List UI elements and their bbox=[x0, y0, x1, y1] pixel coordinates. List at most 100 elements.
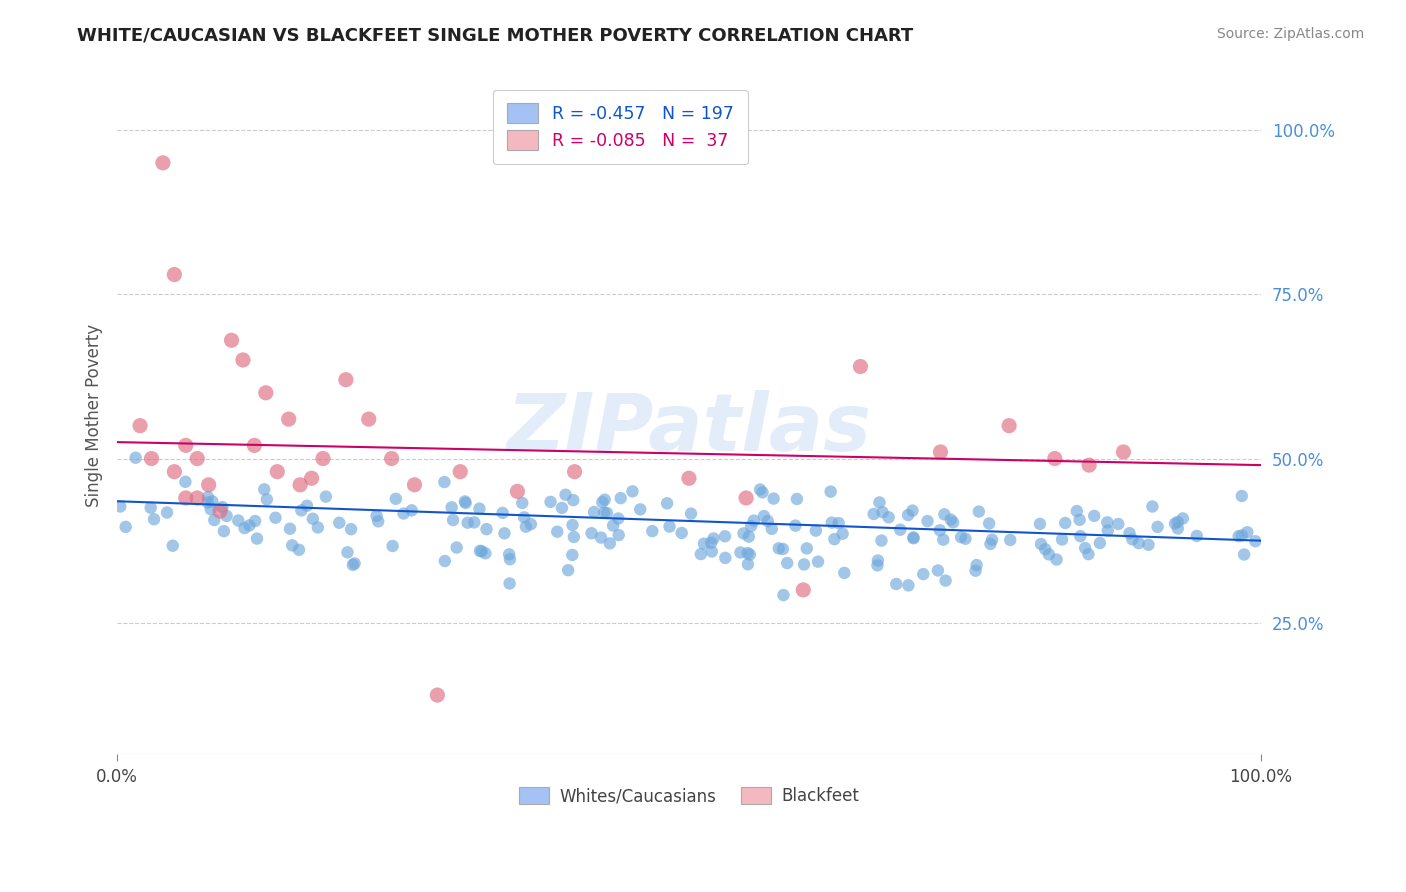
Point bbox=[607, 511, 630, 525]
Point bbox=[381, 451, 404, 466]
Point bbox=[1038, 548, 1060, 562]
Point bbox=[561, 548, 583, 562]
Point bbox=[752, 509, 775, 524]
Text: WHITE/CAUCASIAN VS BLACKFEET SINGLE MOTHER POVERTY CORRELATION CHART: WHITE/CAUCASIAN VS BLACKFEET SINGLE MOTH… bbox=[77, 27, 914, 45]
Point bbox=[849, 359, 872, 374]
Point bbox=[475, 522, 498, 536]
Point bbox=[796, 541, 818, 556]
Point bbox=[599, 536, 621, 550]
Point bbox=[266, 465, 288, 479]
Point bbox=[498, 547, 520, 561]
Point bbox=[1097, 524, 1119, 538]
Point bbox=[381, 539, 404, 553]
Point bbox=[174, 438, 197, 452]
Point bbox=[628, 502, 651, 516]
Point bbox=[498, 576, 520, 591]
Point bbox=[468, 501, 491, 516]
Point bbox=[1121, 533, 1143, 547]
Point bbox=[870, 533, 893, 548]
Point bbox=[714, 550, 737, 565]
Point bbox=[1171, 511, 1194, 525]
Point bbox=[281, 538, 304, 552]
Point bbox=[278, 522, 301, 536]
Point bbox=[256, 492, 278, 507]
Point bbox=[609, 491, 631, 505]
Point bbox=[693, 536, 716, 550]
Point bbox=[197, 490, 219, 504]
Point bbox=[474, 546, 496, 560]
Point bbox=[162, 539, 184, 553]
Point bbox=[581, 526, 603, 541]
Point bbox=[998, 418, 1021, 433]
Point bbox=[1088, 536, 1111, 550]
Point bbox=[872, 505, 894, 519]
Point bbox=[927, 564, 949, 578]
Point bbox=[152, 156, 174, 170]
Point bbox=[401, 503, 423, 517]
Point bbox=[714, 529, 737, 543]
Point bbox=[738, 530, 761, 544]
Point bbox=[678, 471, 700, 485]
Point bbox=[186, 491, 208, 505]
Point bbox=[243, 514, 266, 528]
Point bbox=[211, 500, 233, 515]
Point bbox=[367, 514, 389, 528]
Point bbox=[903, 531, 925, 545]
Point bbox=[671, 525, 693, 540]
Point bbox=[342, 558, 364, 572]
Point bbox=[776, 556, 799, 570]
Point bbox=[967, 505, 990, 519]
Point bbox=[602, 518, 624, 533]
Point bbox=[232, 353, 254, 368]
Point bbox=[499, 552, 522, 566]
Point bbox=[804, 524, 827, 538]
Point bbox=[562, 493, 585, 508]
Point bbox=[862, 507, 884, 521]
Point bbox=[1146, 520, 1168, 534]
Point bbox=[1233, 548, 1256, 562]
Point bbox=[433, 475, 456, 489]
Point bbox=[510, 496, 533, 510]
Point bbox=[392, 507, 415, 521]
Point bbox=[1128, 536, 1150, 550]
Point bbox=[1097, 516, 1119, 530]
Point bbox=[561, 518, 583, 533]
Point bbox=[607, 528, 630, 542]
Point bbox=[301, 512, 323, 526]
Point bbox=[831, 526, 853, 541]
Point bbox=[792, 582, 814, 597]
Point bbox=[463, 516, 485, 530]
Point bbox=[737, 546, 759, 560]
Point bbox=[288, 542, 311, 557]
Point bbox=[828, 516, 851, 530]
Point bbox=[212, 524, 235, 538]
Point bbox=[454, 494, 477, 508]
Point bbox=[129, 418, 152, 433]
Point bbox=[243, 438, 266, 452]
Point bbox=[491, 506, 513, 520]
Point bbox=[295, 499, 318, 513]
Point bbox=[950, 530, 973, 544]
Point bbox=[340, 522, 363, 536]
Y-axis label: Single Mother Poverty: Single Mother Poverty bbox=[86, 325, 103, 508]
Point bbox=[866, 558, 889, 573]
Point bbox=[934, 508, 956, 522]
Point bbox=[749, 483, 772, 497]
Point bbox=[912, 567, 935, 582]
Point bbox=[124, 450, 146, 465]
Text: Source: ZipAtlas.com: Source: ZipAtlas.com bbox=[1216, 27, 1364, 41]
Point bbox=[730, 545, 752, 559]
Point bbox=[1050, 533, 1073, 547]
Point bbox=[440, 500, 463, 515]
Point bbox=[897, 578, 920, 592]
Point bbox=[689, 547, 711, 561]
Point bbox=[163, 465, 186, 479]
Point bbox=[928, 523, 950, 537]
Point bbox=[1137, 538, 1160, 552]
Point bbox=[433, 554, 456, 568]
Point bbox=[197, 478, 219, 492]
Point bbox=[641, 524, 664, 538]
Point bbox=[1033, 542, 1056, 557]
Point bbox=[1164, 516, 1187, 531]
Point bbox=[903, 531, 925, 545]
